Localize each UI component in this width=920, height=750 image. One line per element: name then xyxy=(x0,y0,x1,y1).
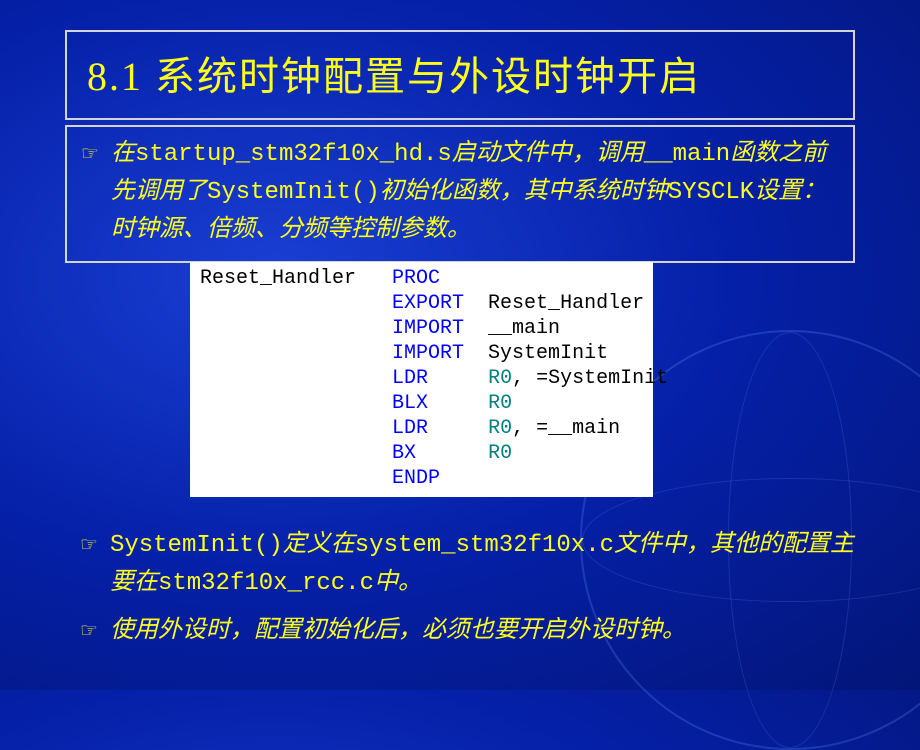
code-line-5: LDR R0, =SystemInit xyxy=(200,366,643,391)
bullet-3: ☞ 使用外设时，配置初始化后，必须也要开启外设时钟。 xyxy=(80,612,855,649)
bullet-1: ☞ 在startup_stm32f10x_hd.s启动文件中，调用__main函… xyxy=(81,135,839,249)
bullet-3-text: 使用外设时，配置初始化后，必须也要开启外设时钟。 xyxy=(110,612,686,649)
code-line-6: BLX R0 xyxy=(200,391,643,416)
code-line-4: IMPORT SystemInit xyxy=(200,341,643,366)
bullet-2-text: SystemInit()定义在system_stm32f10x.c文件中，其他的… xyxy=(110,526,855,602)
bullet-1-text: 在startup_stm32f10x_hd.s启动文件中，调用__main函数之… xyxy=(111,135,839,249)
description-box-1: ☞ 在startup_stm32f10x_hd.s启动文件中，调用__main函… xyxy=(65,125,855,263)
code-line-9: ENDP xyxy=(200,466,643,491)
bullet-3-container: ☞ 使用外设时，配置初始化后，必须也要开启外设时钟。 xyxy=(80,612,855,649)
code-line-7: LDR R0, =__main xyxy=(200,416,643,441)
bullet-2: ☞ SystemInit()定义在system_stm32f10x.c文件中，其… xyxy=(80,526,855,602)
code-line-2: EXPORT Reset_Handler xyxy=(200,291,643,316)
bullet-2-container: ☞ SystemInit()定义在system_stm32f10x.c文件中，其… xyxy=(80,526,855,602)
pointer-icon: ☞ xyxy=(80,530,98,561)
pointer-icon: ☞ xyxy=(80,616,98,647)
code-line-8: BX R0 xyxy=(200,441,643,466)
pointer-icon: ☞ xyxy=(81,139,99,170)
slide-title: 8.1 系统时钟配置与外设时钟开启 xyxy=(87,44,833,102)
code-line-3: IMPORT __main xyxy=(200,316,643,341)
title-box: 8.1 系统时钟配置与外设时钟开启 xyxy=(65,30,855,120)
code-line-1: Reset_Handler PROC xyxy=(200,266,643,291)
code-block: Reset_Handler PROC EXPORT Reset_Handler … xyxy=(190,262,653,497)
